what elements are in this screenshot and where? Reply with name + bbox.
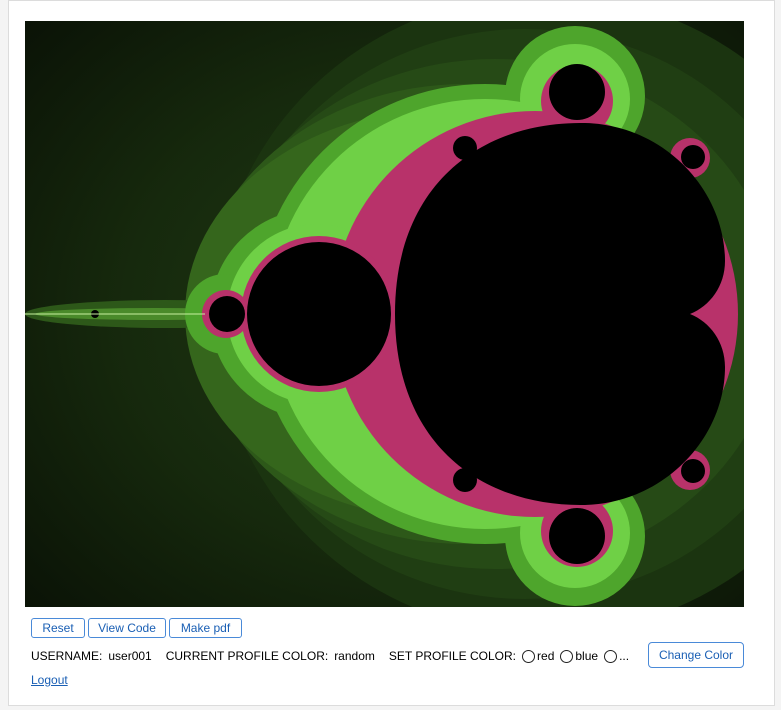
reset-button[interactable]: Reset xyxy=(31,618,85,638)
current-color-label: CURRENT PROFILE COLOR: xyxy=(165,649,329,663)
radio-red-label: red xyxy=(537,649,555,663)
toolbar: Reset View Code Make pdf xyxy=(31,618,242,638)
username-value: user001 xyxy=(108,649,152,663)
radio-red[interactable] xyxy=(522,649,536,663)
current-color-value: random xyxy=(334,649,375,663)
view-code-button[interactable]: View Code xyxy=(88,618,166,638)
username-label: USERNAME: xyxy=(31,649,103,663)
radio-blue[interactable] xyxy=(560,649,574,663)
radio-more[interactable] xyxy=(604,649,618,663)
make-pdf-button[interactable]: Make pdf xyxy=(169,618,242,638)
set-color-label: SET PROFILE COLOR: xyxy=(388,649,517,663)
profile-row: USERNAME: user001 CURRENT PROFILE COLOR:… xyxy=(31,646,629,666)
logout-link[interactable]: Logout xyxy=(31,673,68,687)
radio-more-label: ... xyxy=(619,649,630,663)
mandelbrot-canvas[interactable] xyxy=(25,21,744,607)
radio-blue-label: blue xyxy=(575,649,599,663)
change-color-button[interactable]: Change Color xyxy=(648,642,744,668)
